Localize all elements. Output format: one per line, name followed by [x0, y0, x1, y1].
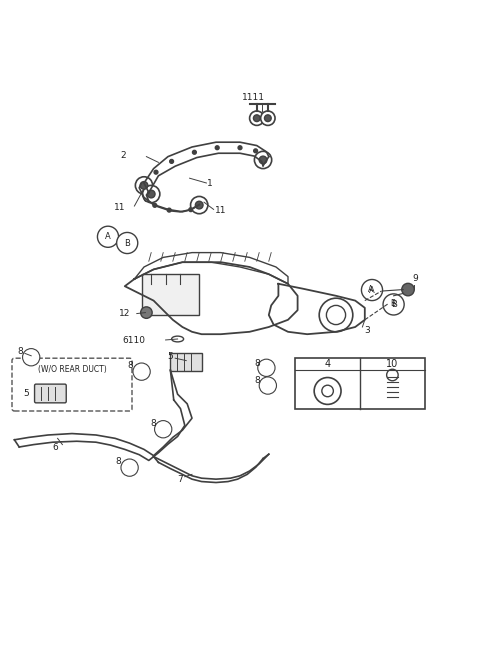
Text: A: A [105, 232, 111, 241]
Circle shape [259, 156, 267, 164]
Circle shape [326, 305, 346, 324]
Circle shape [253, 149, 257, 153]
Text: 1: 1 [207, 179, 213, 188]
Circle shape [167, 208, 171, 212]
Text: 2: 2 [120, 151, 126, 160]
Text: 6: 6 [52, 443, 58, 451]
Circle shape [195, 201, 203, 209]
Text: (W/O REAR DUCT): (W/O REAR DUCT) [37, 365, 107, 373]
Circle shape [154, 170, 158, 174]
Circle shape [147, 190, 155, 198]
Ellipse shape [172, 336, 184, 342]
Circle shape [264, 115, 271, 122]
Text: B: B [390, 300, 395, 309]
Circle shape [157, 424, 169, 435]
Bar [295, 358, 425, 409]
Circle shape [23, 349, 40, 366]
Circle shape [153, 203, 156, 207]
Circle shape [238, 146, 242, 150]
Text: 12: 12 [119, 309, 131, 318]
Text: 8: 8 [254, 359, 260, 368]
Bar [142, 274, 199, 315]
Circle shape [155, 421, 172, 438]
Bar [170, 353, 202, 371]
Circle shape [143, 186, 147, 190]
Circle shape [133, 363, 150, 380]
Circle shape [25, 351, 37, 363]
Text: 4: 4 [324, 359, 331, 369]
Text: 7: 7 [177, 475, 183, 484]
Text: 6110: 6110 [122, 336, 145, 345]
FancyBboxPatch shape [35, 384, 66, 403]
Circle shape [259, 377, 276, 394]
Text: 11: 11 [114, 203, 126, 213]
Text: 8: 8 [17, 347, 23, 356]
Text: A: A [369, 286, 375, 294]
Circle shape [253, 115, 260, 122]
Circle shape [254, 151, 272, 169]
Circle shape [258, 359, 275, 377]
Circle shape [124, 462, 135, 473]
Circle shape [262, 155, 266, 158]
Text: 3: 3 [364, 326, 370, 336]
Circle shape [402, 283, 414, 296]
Circle shape [117, 232, 138, 254]
Text: 5: 5 [167, 353, 173, 361]
Circle shape [387, 370, 398, 381]
Text: 8: 8 [254, 376, 260, 385]
Circle shape [97, 226, 119, 247]
Circle shape [170, 160, 173, 164]
Text: 1111: 1111 [242, 94, 265, 103]
Circle shape [189, 208, 192, 211]
FancyBboxPatch shape [12, 358, 132, 411]
Circle shape [261, 111, 275, 126]
Text: 8: 8 [116, 457, 121, 466]
Circle shape [322, 385, 333, 397]
Circle shape [136, 366, 147, 377]
Circle shape [144, 198, 148, 201]
Circle shape [261, 362, 272, 373]
Circle shape [135, 177, 153, 194]
Circle shape [141, 307, 152, 318]
Circle shape [144, 186, 148, 190]
Circle shape [383, 294, 404, 315]
Text: 11: 11 [215, 207, 226, 215]
Circle shape [361, 279, 383, 301]
Text: 9: 9 [413, 274, 419, 283]
Circle shape [143, 185, 160, 203]
Circle shape [140, 182, 148, 189]
Circle shape [314, 377, 341, 404]
Text: 8: 8 [127, 361, 133, 370]
Text: A: A [369, 285, 373, 294]
Text: B: B [124, 239, 130, 247]
Text: 10: 10 [386, 359, 398, 369]
Circle shape [250, 111, 264, 126]
Circle shape [319, 298, 353, 332]
Circle shape [192, 150, 196, 154]
Circle shape [121, 459, 138, 476]
Circle shape [262, 380, 274, 391]
Circle shape [215, 146, 219, 150]
Text: 5: 5 [23, 388, 29, 398]
Text: B: B [391, 300, 396, 309]
Circle shape [191, 196, 208, 214]
Text: 8: 8 [150, 419, 156, 428]
